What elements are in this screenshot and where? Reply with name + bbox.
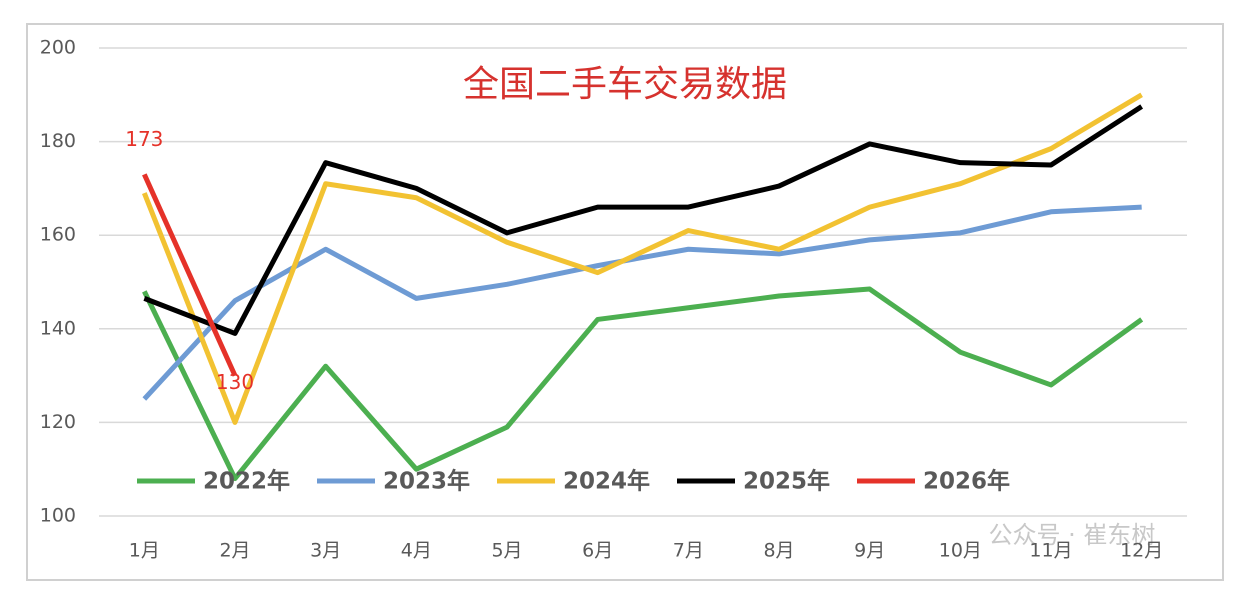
y-tick-label: 140 bbox=[40, 317, 76, 339]
legend-label: 2022年 bbox=[203, 468, 290, 495]
y-tick-label: 160 bbox=[40, 224, 76, 246]
x-tick-label: 2月 bbox=[219, 540, 250, 562]
y-tick-label: 100 bbox=[40, 505, 76, 527]
y-tick-label: 200 bbox=[40, 37, 76, 59]
series-line bbox=[142, 204, 1142, 401]
legend-label: 2023年 bbox=[383, 468, 470, 495]
x-tick-label: 9月 bbox=[854, 540, 885, 562]
series-line bbox=[142, 92, 1143, 425]
y-tick-label: 120 bbox=[40, 411, 76, 433]
legend-label: 2026年 bbox=[923, 468, 1010, 495]
series-line bbox=[142, 173, 238, 377]
x-tick-label: 5月 bbox=[491, 540, 522, 562]
legend-label: 2025年 bbox=[743, 468, 830, 495]
x-tick-label: 7月 bbox=[673, 540, 704, 562]
series-line bbox=[143, 104, 1144, 336]
data-label: 173 bbox=[125, 127, 163, 151]
data-label: 130 bbox=[216, 370, 254, 394]
x-tick-label: 6月 bbox=[582, 540, 613, 562]
x-tick-label: 8月 bbox=[763, 540, 794, 562]
chart-title: 全国二手车交易数据 bbox=[463, 64, 787, 105]
y-tick-label: 180 bbox=[40, 130, 76, 152]
x-tick-label: 1月 bbox=[129, 540, 160, 562]
series-line bbox=[142, 286, 1144, 482]
x-tick-label: 3月 bbox=[310, 540, 341, 562]
legend-label: 2024年 bbox=[563, 468, 650, 495]
x-tick-label: 10月 bbox=[939, 540, 982, 562]
x-tick-label: 12月 bbox=[1120, 540, 1163, 562]
watermark: 公众号 · 崔东树 bbox=[989, 521, 1156, 549]
x-tick-label: 11月 bbox=[1029, 540, 1072, 562]
x-tick-label: 4月 bbox=[401, 540, 432, 562]
chart-frame bbox=[26, 23, 1224, 581]
